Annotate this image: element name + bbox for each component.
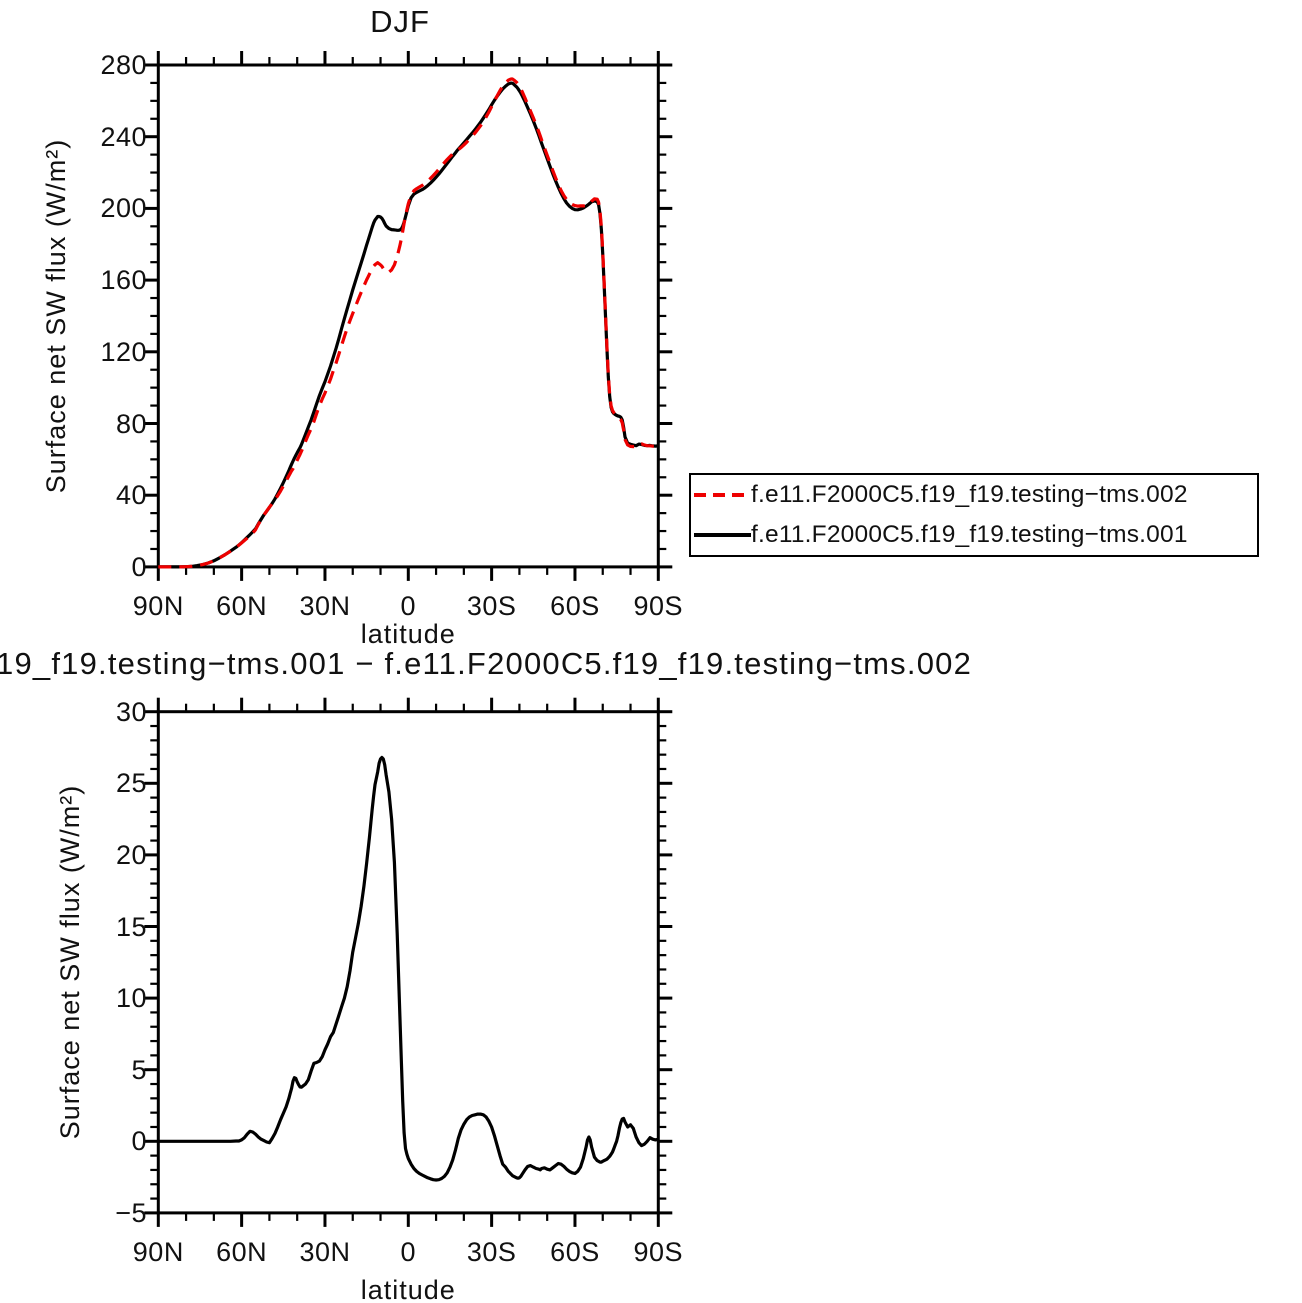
bottom-plot-frame	[156, 710, 660, 1215]
bottom-y-tick-label: 30	[115, 696, 147, 727]
top-x-tick-label: 30N	[299, 591, 351, 621]
curve-tms001-black-solid	[158, 81, 659, 569]
bottom-y-tick-label: 10	[115, 983, 147, 1014]
bottom-y-tick-label: 15	[115, 911, 147, 942]
top-y-tick-label: 0	[131, 551, 147, 582]
top-y-tick-label: 40	[115, 480, 147, 511]
top-y-tick-label: 240	[100, 121, 147, 152]
top-x-tick-label: 90S	[633, 591, 684, 621]
bottom-y-tick-label: 5	[131, 1054, 147, 1085]
top-panel-title: DJF	[370, 4, 430, 39]
bottom-x-tick-label: 60N	[216, 1237, 268, 1267]
top-x-axis-label: latitude	[360, 619, 456, 649]
legend-entry-tms001: f.e11.F2000C5.f19_f19.testing−tms.001	[691, 516, 1257, 554]
curve-difference-black-solid	[158, 755, 659, 1182]
bottom-x-tick-label: 90N	[132, 1237, 184, 1267]
bottom-x-tick-label: 30S	[466, 1237, 517, 1267]
top-x-tick-label: 30S	[466, 591, 517, 621]
legend-line-sample-solid-black	[694, 532, 751, 537]
top-x-tick-label: 0	[400, 591, 417, 621]
bottom-y-tick-label: 0	[131, 1126, 147, 1157]
bottom-x-tick-label: 60S	[550, 1237, 600, 1267]
top-y-tick-label: 200	[100, 193, 147, 224]
top-plot-frame	[156, 63, 660, 569]
bottom-y-tick-label: −5	[115, 1197, 147, 1228]
bottom-x-tick-label: 30N	[299, 1237, 351, 1267]
top-x-tick-label: 60N	[216, 591, 268, 621]
top-y-tick-label: 160	[100, 265, 147, 296]
legend-box: f.e11.F2000C5.f19_f19.testing−tms.002 f.…	[689, 473, 1259, 557]
bottom-x-tick-label: 90S	[633, 1237, 684, 1267]
legend-label: f.e11.F2000C5.f19_f19.testing−tms.001	[751, 520, 1188, 548]
top-y-tick-label: 280	[100, 50, 147, 80]
bottom-y-tick-label: 25	[115, 768, 147, 799]
top-y-tick-label: 80	[115, 408, 147, 439]
top-x-tick-label: 90N	[132, 591, 184, 621]
top-x-tick-label: 60S	[550, 591, 600, 621]
legend-line-sample-dashed-red	[694, 493, 751, 498]
curve-tms002-red-dashed	[158, 77, 659, 569]
bottom-y-tick-label: 20	[115, 839, 147, 870]
bottom-x-tick-label: 0	[400, 1237, 417, 1267]
legend-label: f.e11.F2000C5.f19_f19.testing−tms.002	[751, 481, 1188, 509]
bottom-y-axis-label: Surface net SW flux (W/m²)	[55, 785, 85, 1140]
top-y-tick-label: 120	[100, 336, 147, 367]
bottom-x-axis-label: latitude	[360, 1275, 456, 1303]
bottom-panel-title: 19_f19.testing−tms.001 − f.e11.F2000C5.f…	[0, 646, 973, 681]
top-y-axis-label: Surface net SW flux (W/m²)	[41, 138, 71, 494]
legend-entry-tms002: f.e11.F2000C5.f19_f19.testing−tms.002	[691, 476, 1257, 514]
